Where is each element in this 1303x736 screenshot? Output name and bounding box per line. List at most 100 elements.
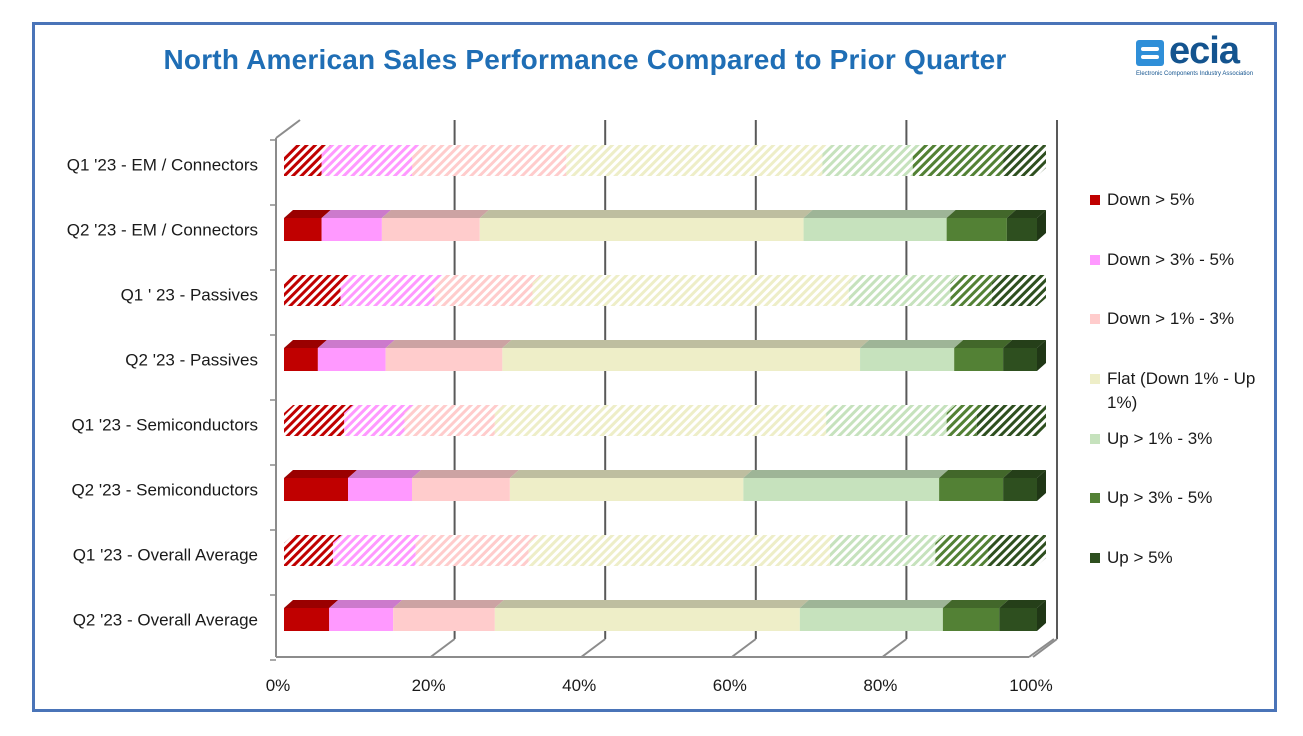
bar-segment-up-1-3-q2-23-semiconductors[interactable] — [743, 478, 940, 501]
bar-top-up-3-5 — [942, 600, 1009, 608]
bar-segment-up-3-5-q1-23-semiconductors[interactable] — [946, 413, 977, 436]
category-label-q2-23-passives: Q2 '23 - Passives — [125, 351, 258, 370]
bar-segment-up-3-5-q2-23-overall-average[interactable] — [942, 608, 1000, 631]
bar-top-up-3-5 — [939, 470, 1013, 478]
bar-top-up-5 — [1003, 145, 1046, 153]
bar-segment-up-3-5-q1-23-passives[interactable] — [950, 283, 992, 306]
bar-segment-down-5-q1-23-overall-average[interactable] — [284, 543, 333, 566]
bar-segment-up-5-q2-23-semiconductors[interactable] — [1003, 478, 1037, 501]
bar-top-down-3-5 — [329, 600, 403, 608]
bar-segment-down-1-3-q2-23-overall-average[interactable] — [393, 608, 495, 631]
bar-segment-down-3-5-q1-23-semiconductors[interactable] — [344, 413, 405, 436]
bar-segment-up-5-q1-23-em-connectors[interactable] — [1003, 153, 1037, 176]
bar-segment-down-3-5-q2-23-overall-average[interactable] — [329, 608, 394, 631]
bar-segment-down-5-q2-23-semiconductors[interactable] — [284, 478, 349, 501]
bar-top-down-3-5 — [332, 535, 425, 543]
legend-label: Down > 3% - 5% — [1107, 250, 1235, 269]
category-label-q1-23-semiconductors: Q1 '23 - Semiconductors — [71, 416, 258, 435]
bar-end-q1-23-overall-average — [1037, 535, 1046, 566]
bar-segment-up-3-5-q1-23-em-connectors[interactable] — [912, 153, 1004, 176]
bar-segment-flat-down-1-up-1-q1-23-em-connectors[interactable] — [566, 153, 823, 176]
bar-segment-up-5-q2-23-overall-average[interactable] — [999, 608, 1037, 631]
bar-segment-up-3-5-q1-23-overall-average[interactable] — [935, 543, 989, 566]
bar-top-flat-down-1-up-1 — [494, 600, 809, 608]
bar-segment-flat-down-1-up-1-q1-23-passives[interactable] — [532, 283, 849, 306]
bar-top-up-3-5 — [935, 535, 998, 543]
bar-group-q1-23-semiconductors — [284, 405, 1046, 436]
bar-segment-down-1-3-q1-23-semiconductors[interactable] — [404, 413, 495, 436]
bar-top-up-1-3 — [829, 535, 945, 543]
bar-segment-up-3-5-q2-23-semiconductors[interactable] — [939, 478, 1004, 501]
bar-top-down-1-3 — [412, 145, 576, 153]
bar-segment-down-5-q1-23-em-connectors[interactable] — [284, 153, 322, 176]
bar-segment-up-5-q2-23-em-connectors[interactable] — [1006, 218, 1037, 241]
x-tick-label: 0% — [266, 676, 291, 695]
bar-segment-down-1-3-q1-23-em-connectors[interactable] — [412, 153, 567, 176]
bar-top-up-1-3 — [860, 340, 964, 348]
bar-segment-down-3-5-q2-23-semiconductors[interactable] — [348, 478, 413, 501]
bar-segment-down-3-5-q2-23-em-connectors[interactable] — [321, 218, 382, 241]
bar-segment-flat-down-1-up-1-q1-23-overall-average[interactable] — [528, 543, 830, 566]
bar-top-up-5 — [976, 405, 1046, 413]
bar-segment-up-3-5-q2-23-em-connectors[interactable] — [946, 218, 1007, 241]
bar-end-q2-23-overall-average — [1037, 600, 1046, 631]
bar-segment-down-3-5-q1-23-passives[interactable] — [340, 283, 435, 306]
legend-swatch — [1090, 374, 1100, 384]
bar-segment-flat-down-1-up-1-q2-23-overall-average[interactable] — [494, 608, 800, 631]
category-label-q1-23-em-connectors: Q1 '23 - EM / Connectors — [67, 156, 258, 175]
bar-segment-up-1-3-q2-23-overall-average[interactable] — [799, 608, 943, 631]
bar-top-flat-down-1-up-1 — [479, 210, 813, 218]
bar-segment-down-3-5-q2-23-passives[interactable] — [317, 348, 386, 371]
bar-segment-up-5-q2-23-passives[interactable] — [1003, 348, 1037, 371]
bar-segment-flat-down-1-up-1-q2-23-em-connectors[interactable] — [479, 218, 804, 241]
bar-segment-up-1-3-q1-23-overall-average[interactable] — [829, 543, 936, 566]
bar-segment-up-5-q1-23-semiconductors[interactable] — [976, 413, 1037, 436]
bar-group-q1-23-overall-average — [284, 535, 1046, 566]
bar-end-q1-23-semiconductors — [1037, 405, 1046, 436]
bar-segment-up-1-3-q1-23-em-connectors[interactable] — [822, 153, 913, 176]
bar-segment-down-5-q1-23-semiconductors[interactable] — [284, 413, 345, 436]
x-tick-label: 60% — [713, 676, 747, 695]
bar-top-up-5 — [1006, 210, 1046, 218]
bar-segment-down-5-q2-23-em-connectors[interactable] — [284, 218, 322, 241]
bar-segment-flat-down-1-up-1-q2-23-semiconductors[interactable] — [509, 478, 744, 501]
legend-label: Up > 3% - 5% — [1107, 488, 1213, 507]
bar-top-down-5 — [284, 340, 327, 348]
bar-segment-up-1-3-q1-23-passives[interactable] — [848, 283, 951, 306]
legend-label: Down > 5% — [1107, 190, 1195, 209]
bar-segment-up-1-3-q2-23-em-connectors[interactable] — [803, 218, 947, 241]
legend-swatch — [1090, 255, 1100, 265]
labels-layer: 0% 20% 40% 60% 80% 100% Q1 '23 - EM / Connecto… — [67, 156, 1053, 696]
bar-segment-down-3-5-q1-23-overall-average[interactable] — [332, 543, 416, 566]
bar-segment-down-1-3-q1-23-passives[interactable] — [434, 283, 533, 306]
bar-segment-down-3-5-q1-23-em-connectors[interactable] — [321, 153, 413, 176]
bar-segment-up-5-q1-23-passives[interactable] — [991, 283, 1037, 306]
x-tick-label: 40% — [562, 676, 596, 695]
bar-segment-up-3-5-q2-23-passives[interactable] — [954, 348, 1004, 371]
bar-segment-down-1-3-q2-23-semiconductors[interactable] — [412, 478, 510, 501]
bar-top-up-5 — [991, 275, 1046, 283]
bar-top-up-1-3 — [743, 470, 949, 478]
bar-segment-down-1-3-q2-23-em-connectors[interactable] — [381, 218, 480, 241]
bar-segment-down-5-q2-23-overall-average[interactable] — [284, 608, 330, 631]
bar-top-down-1-3 — [393, 600, 504, 608]
legend-label: Down > 1% - 3% — [1107, 309, 1235, 328]
bar-segment-up-1-3-q1-23-semiconductors[interactable] — [826, 413, 947, 436]
bar-group-q2-23-overall-average — [284, 600, 1046, 631]
bar-top-up-5 — [1003, 340, 1046, 348]
bar-segment-down-5-q1-23-passives[interactable] — [284, 283, 341, 306]
bar-top-up-3-5 — [912, 145, 1013, 153]
bar-segment-flat-down-1-up-1-q2-23-passives[interactable] — [502, 348, 861, 371]
category-label-q2-23-em-connectors: Q2 '23 - EM / Connectors — [67, 221, 258, 240]
bar-segment-down-1-3-q2-23-passives[interactable] — [385, 348, 503, 371]
bar-top-down-3-5 — [344, 405, 414, 413]
bar-segment-up-1-3-q2-23-passives[interactable] — [860, 348, 955, 371]
bar-segment-up-5-q1-23-overall-average[interactable] — [988, 543, 1037, 566]
bar-end-q1-23-passives — [1037, 275, 1046, 306]
bar-segment-down-5-q2-23-passives[interactable] — [284, 348, 318, 371]
bar-end-q2-23-semiconductors — [1037, 470, 1046, 501]
bar-segment-down-1-3-q1-23-overall-average[interactable] — [415, 543, 529, 566]
bar-top-down-1-3 — [412, 470, 519, 478]
legend-swatch — [1090, 314, 1100, 324]
bar-segment-flat-down-1-up-1-q1-23-semiconductors[interactable] — [494, 413, 827, 436]
